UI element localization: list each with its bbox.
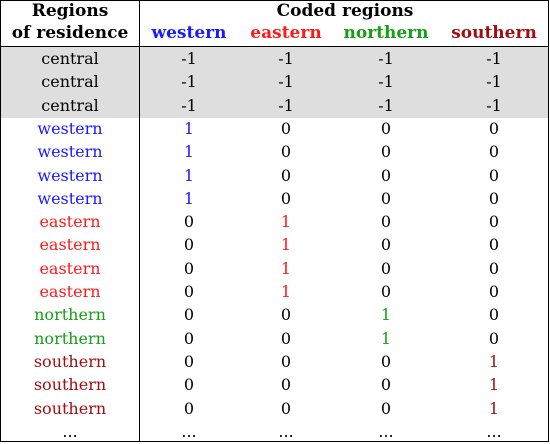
region-cell: western [37, 166, 103, 185]
central-rows-shading [1, 47, 548, 118]
code-cell-eastern: 1 [280, 259, 292, 278]
code-cell-western: 0 [183, 259, 195, 278]
code-cell-southern: -1 [486, 72, 502, 91]
region-cell: southern [33, 375, 107, 394]
code-cell-northern: -1 [378, 72, 394, 91]
code-cell-southern: 0 [488, 189, 500, 208]
code-cell-eastern: -1 [278, 49, 294, 68]
code-cell-western: 0 [183, 212, 195, 231]
code-cell-northern: ... [378, 422, 394, 441]
region-cell: southern [33, 352, 107, 371]
code-cell-western: 1 [183, 142, 195, 161]
header-coded-regions: Coded regions [276, 1, 414, 21]
code-cell-western: 0 [183, 399, 195, 418]
code-cell-northern: 0 [380, 375, 392, 394]
code-cell-western: 1 [183, 189, 195, 208]
code-cell-northern: 0 [380, 399, 392, 418]
code-cell-southern: 0 [488, 142, 500, 161]
header-regions-line2: of residence [11, 23, 129, 43]
code-cell-southern: -1 [486, 49, 502, 68]
code-cell-southern: 0 [488, 305, 500, 324]
code-cell-southern: 0 [488, 259, 500, 278]
code-cell-western: 1 [183, 119, 195, 138]
code-cell-northern: -1 [378, 49, 394, 68]
region-cell: western [37, 142, 103, 161]
code-cell-southern: 0 [488, 329, 500, 348]
code-cell-northern: 0 [380, 212, 392, 231]
code-cell-eastern: 1 [280, 212, 292, 231]
region-cell: northern [34, 329, 106, 348]
code-cell-eastern: 0 [280, 329, 292, 348]
code-cell-eastern: 0 [280, 119, 292, 138]
header-col-eastern: eastern [250, 23, 322, 43]
region-cell: eastern [39, 282, 101, 301]
code-cell-western: 0 [183, 235, 195, 254]
code-cell-southern: 0 [488, 212, 500, 231]
code-cell-eastern: 1 [280, 235, 292, 254]
region-cell: western [37, 119, 103, 138]
code-cell-northern: 0 [380, 282, 392, 301]
code-cell-southern: 0 [488, 166, 500, 185]
code-cell-northern: 0 [380, 166, 392, 185]
code-cell-western: -1 [181, 49, 197, 68]
code-cell-western: ... [181, 422, 197, 441]
code-cell-eastern: 0 [280, 166, 292, 185]
code-cell-eastern: 0 [280, 375, 292, 394]
column-divider [139, 1, 140, 441]
code-cell-northern: 0 [380, 259, 392, 278]
code-cell-western: -1 [181, 72, 197, 91]
code-cell-eastern: 0 [280, 352, 292, 371]
header-col-northern: northern [343, 23, 429, 43]
code-cell-eastern: 0 [280, 305, 292, 324]
region-cell: ... [62, 422, 78, 441]
code-cell-western: -1 [181, 96, 197, 115]
code-cell-northern: 1 [380, 305, 392, 324]
code-cell-western: 0 [183, 352, 195, 371]
code-cell-southern: 1 [488, 375, 500, 394]
region-cell: northern [34, 305, 106, 324]
code-cell-northern: 0 [380, 235, 392, 254]
code-cell-southern: ... [486, 422, 502, 441]
code-cell-eastern: 0 [280, 142, 292, 161]
code-cell-northern: 0 [380, 189, 392, 208]
code-cell-eastern: ... [278, 422, 294, 441]
header-regions-line1: Regions [31, 1, 109, 21]
region-cell: central [41, 96, 99, 115]
code-cell-northern: 0 [380, 119, 392, 138]
code-cell-eastern: 0 [280, 399, 292, 418]
region-cell: eastern [39, 235, 101, 254]
code-cell-southern: 0 [488, 235, 500, 254]
code-cell-southern: 1 [488, 352, 500, 371]
code-cell-northern: -1 [378, 96, 394, 115]
code-cell-western: 0 [183, 375, 195, 394]
region-cell: eastern [39, 212, 101, 231]
code-cell-northern: 0 [380, 352, 392, 371]
code-cell-southern: 1 [488, 399, 500, 418]
code-cell-northern: 0 [380, 142, 392, 161]
code-cell-western: 0 [183, 305, 195, 324]
code-cell-southern: 0 [488, 119, 500, 138]
region-cell: southern [33, 399, 107, 418]
region-cell: central [41, 49, 99, 68]
code-cell-western: 0 [183, 329, 195, 348]
header-divider [1, 46, 548, 47]
code-cell-eastern: -1 [278, 96, 294, 115]
code-cell-northern: 1 [380, 329, 392, 348]
code-cell-southern: -1 [486, 96, 502, 115]
code-cell-eastern: 1 [280, 282, 292, 301]
region-cell: eastern [39, 259, 101, 278]
header-col-western: western [151, 23, 227, 43]
code-cell-eastern: 0 [280, 189, 292, 208]
region-cell: central [41, 72, 99, 91]
code-cell-southern: 0 [488, 282, 500, 301]
region-cell: western [37, 189, 103, 208]
header-col-southern: southern [451, 23, 537, 43]
code-cell-western: 1 [183, 166, 195, 185]
code-cell-western: 0 [183, 282, 195, 301]
code-cell-eastern: -1 [278, 72, 294, 91]
